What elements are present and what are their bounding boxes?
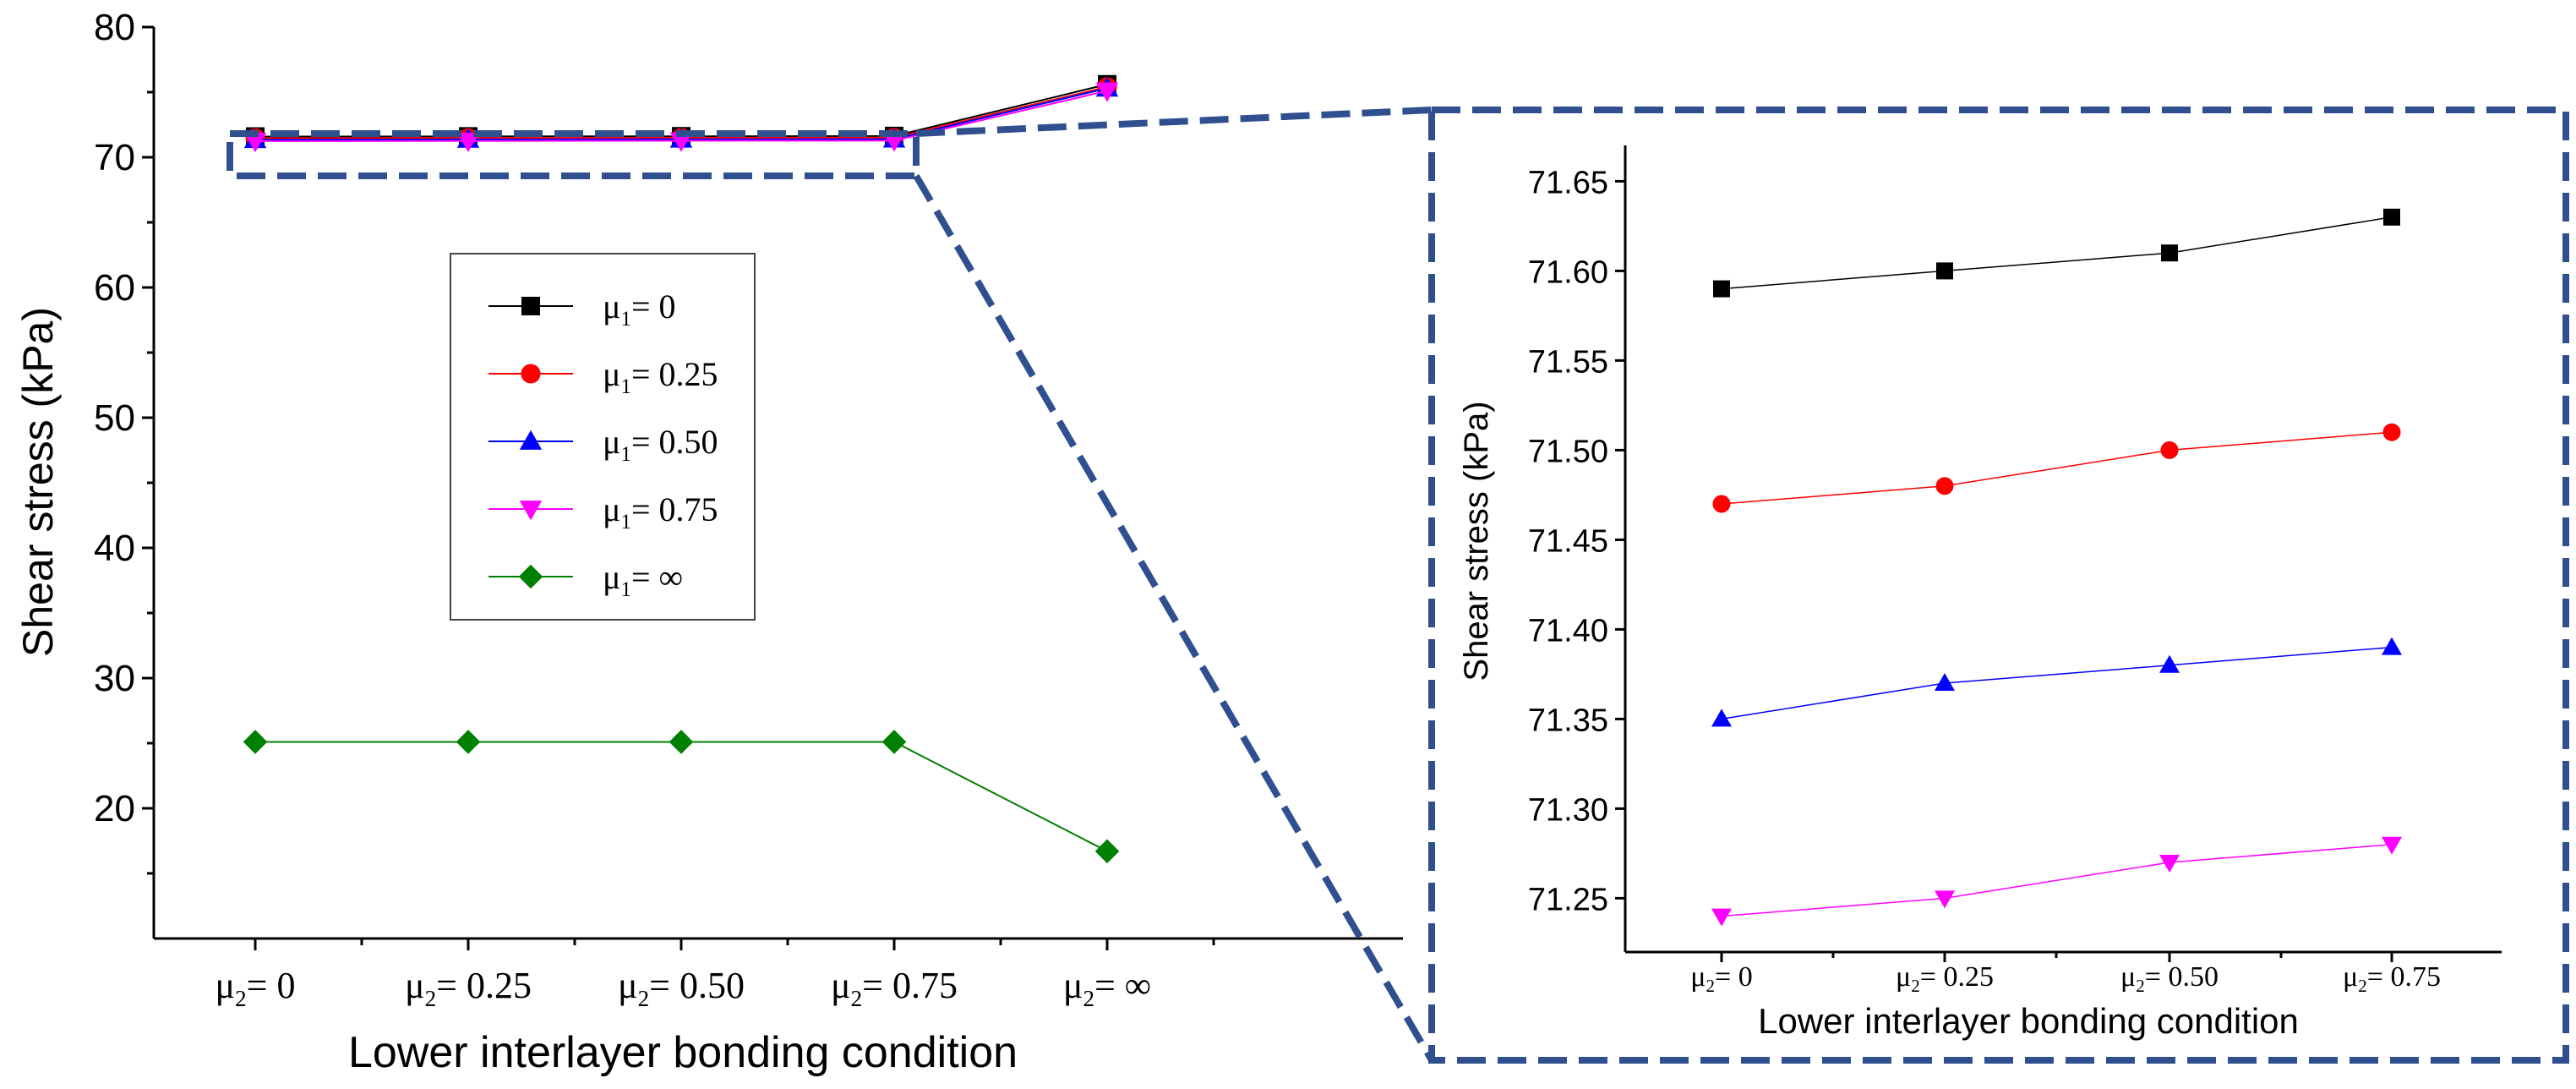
- main-y-tick-label: 30: [94, 658, 135, 699]
- legend-marker: [519, 430, 543, 450]
- main-data-point: [669, 730, 694, 754]
- main-data-point: [243, 730, 268, 754]
- legend-label: μ1= 0.25: [603, 355, 718, 398]
- inset-y-tick-label: 71.45: [1528, 523, 1608, 559]
- inset-y-tick-label: 71.50: [1528, 434, 1608, 469]
- inset-x-tick-label: μ2= 0.75: [2343, 961, 2441, 996]
- inset-data-point: [2159, 855, 2180, 873]
- main-series-line: [255, 741, 1108, 852]
- inset-series-line: [1721, 646, 2393, 720]
- inset-data-point: [2382, 637, 2402, 655]
- inset-data-point: [1712, 495, 1731, 513]
- inset-series-line: [1721, 216, 2393, 290]
- main-x-tick-label: μ2= 0.75: [831, 965, 958, 1011]
- zoom-source-box: [226, 130, 920, 179]
- main-y-tick-label: 60: [94, 267, 135, 309]
- inset-y-tick-label: 71.35: [1528, 703, 1608, 738]
- inset-y-tick-label: 71.25: [1528, 882, 1608, 917]
- main-x-tick-label: μ2= 0.25: [405, 965, 532, 1011]
- inset-series-line: [1721, 844, 2393, 917]
- inset-data-point: [2382, 836, 2402, 855]
- inset-y-tick-label: 71.60: [1528, 254, 1608, 290]
- main-x-ticks: μ2= 0 μ2= 0.25 μ2= 0.50 μ2= 0.75 μ2= ∞: [216, 939, 1215, 1011]
- main-data-point: [1095, 82, 1119, 102]
- main-series: [243, 730, 1120, 864]
- inset-y-axis-label: Shear stress (kPa): [1458, 401, 1495, 681]
- inset-series: [1711, 836, 2402, 927]
- legend-label: μ1= ∞: [603, 558, 683, 601]
- inset-data-point: [1935, 890, 1955, 909]
- inset-series: [1711, 637, 2402, 727]
- inset-data-point: [2159, 654, 2180, 673]
- legend-label: μ1= 0: [603, 287, 676, 331]
- inset-x-tick-label: μ2= 0: [1690, 961, 1752, 996]
- inset-data-point: [1713, 280, 1730, 298]
- zoom-indicator: [226, 107, 2569, 1064]
- main-x-tick-label: μ2= 0: [216, 965, 296, 1011]
- main-data-point: [1094, 839, 1120, 864]
- legend-entry: μ1= 0.75: [488, 490, 718, 534]
- main-data-point: [669, 132, 693, 152]
- main-x-tick-label: μ2= ∞: [1063, 965, 1151, 1011]
- main-x-axis-label: Lower interlayer bonding condition: [348, 1028, 1018, 1077]
- inset-x-tick-label: μ2= 0.50: [2120, 961, 2219, 996]
- main-x-tick-label: μ2= 0.50: [618, 965, 745, 1011]
- main-y-tick-label: 20: [94, 788, 135, 829]
- main-data-point: [881, 730, 907, 754]
- main-data-point: [456, 132, 480, 152]
- inset-data-point: [2160, 441, 2179, 459]
- inset-data-point: [1936, 262, 1953, 280]
- main-axes: [152, 27, 1403, 940]
- inset-series-group: [1711, 208, 2402, 927]
- inset-data-point: [1935, 477, 1954, 495]
- inset-chart: Shear stress (kPa) Lower interlayer bond…: [1458, 145, 2502, 1041]
- legend: μ1= 0 μ1= 0.25 μ1= 0.50 μ1= 0.75 μ1= ∞: [450, 253, 756, 621]
- main-data-point: [456, 730, 481, 754]
- inset-y-tick-label: 71.30: [1528, 792, 1608, 828]
- main-data-point: [882, 132, 906, 152]
- inset-data-point: [1711, 709, 1732, 727]
- main-data-point: [243, 133, 267, 153]
- inset-data-point: [2382, 423, 2401, 441]
- inset-axes: [1624, 145, 2502, 954]
- legend-entry: μ1= 0: [488, 287, 676, 331]
- inset-y-tick-label: 71.65: [1528, 165, 1608, 200]
- legend-marker: [519, 501, 543, 521]
- zoom-connector-top: [915, 107, 1433, 137]
- main-chart: Shear stress (kPa) Lower interlayer bond…: [14, 7, 1403, 1077]
- legend-entry: μ1= 0.50: [488, 423, 718, 466]
- inset-y-tick-label: 71.55: [1528, 344, 1608, 380]
- legend-entry: μ1= 0.25: [488, 355, 718, 398]
- inset-y-tick-label: 71.40: [1528, 613, 1608, 648]
- legend-label: μ1= 0.75: [603, 490, 718, 534]
- main-y-tick-label: 70: [94, 137, 135, 178]
- main-y-tick-label: 50: [94, 397, 135, 439]
- legend-marker: [521, 364, 541, 384]
- inset-data-point: [2161, 244, 2178, 262]
- inset-series: [1713, 208, 2400, 298]
- legend-marker: [521, 297, 540, 315]
- main-y-ticks: 20 30 40 50 60 70 80: [94, 7, 154, 875]
- inset-data-point: [1935, 673, 1955, 691]
- inset-x-ticks: μ2= 0 μ2= 0.25 μ2= 0.50 μ2= 0.75: [1690, 952, 2441, 996]
- inset-series-line: [1721, 431, 2393, 505]
- main-y-axis-label: Shear stress (kPa): [14, 307, 62, 657]
- inset-y-ticks: 71.25 71.30 71.35 71.40 71.45 71.50 71.55 71.60…: [1528, 165, 1625, 917]
- legend-entry: μ1= ∞: [488, 558, 683, 601]
- inset-x-axis-label: Lower interlayer bonding condition: [1758, 1001, 2299, 1041]
- inset-x-tick-label: μ2= 0.25: [1896, 961, 1994, 996]
- main-series: [243, 82, 1119, 153]
- main-y-tick-label: 80: [94, 7, 135, 48]
- zoom-target-box: [1428, 107, 2569, 1064]
- legend-box: [450, 253, 756, 621]
- inset-data-point: [2383, 208, 2400, 226]
- legend-label: μ1= 0.50: [603, 423, 718, 466]
- inset-series: [1712, 423, 2401, 513]
- main-y-tick-label: 40: [94, 528, 135, 569]
- zoom-connector-bottom: [913, 173, 1435, 1063]
- inset-data-point: [1711, 908, 1732, 927]
- legend-marker: [518, 564, 543, 589]
